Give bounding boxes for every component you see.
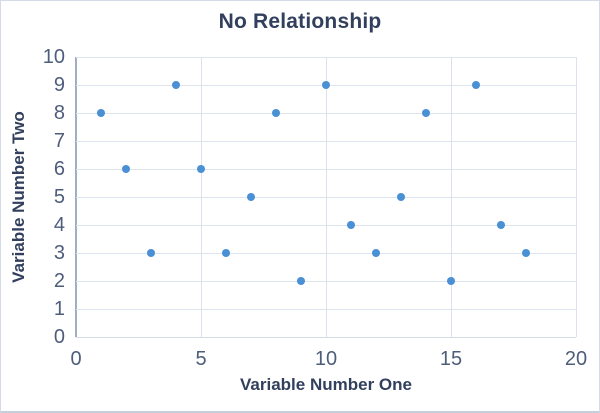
data-point bbox=[422, 109, 430, 117]
data-point bbox=[197, 165, 205, 173]
y-tick-label: 9 bbox=[53, 74, 65, 96]
y-tick-label: 4 bbox=[53, 214, 65, 236]
data-point bbox=[172, 81, 180, 89]
data-point bbox=[472, 81, 480, 89]
plot-area bbox=[75, 56, 577, 338]
data-point bbox=[222, 249, 230, 257]
y-tick-label: 2 bbox=[53, 270, 65, 292]
x-tick-label: 10 bbox=[314, 348, 338, 370]
y-tick-label: 7 bbox=[53, 130, 65, 152]
x-tick-label: 15 bbox=[439, 348, 463, 370]
data-point bbox=[397, 193, 405, 201]
chart-title: No Relationship bbox=[218, 10, 382, 33]
y-tick-label: 1 bbox=[53, 298, 65, 320]
x-tick-label: 20 bbox=[564, 348, 588, 370]
gridline-vertical bbox=[450, 57, 452, 337]
gridline-vertical bbox=[200, 57, 202, 337]
y-tick-label: 10 bbox=[42, 46, 65, 68]
x-axis-title: Variable Number One bbox=[240, 375, 412, 394]
y-tick-label: 0 bbox=[53, 326, 65, 348]
y-tick-label: 5 bbox=[53, 186, 65, 208]
data-point bbox=[497, 221, 505, 229]
data-point bbox=[147, 249, 155, 257]
data-point bbox=[347, 221, 355, 229]
data-point bbox=[122, 165, 130, 173]
data-point bbox=[297, 277, 305, 285]
x-tick-label: 0 bbox=[70, 348, 82, 370]
gridline-vertical bbox=[325, 57, 327, 337]
data-point bbox=[97, 109, 105, 117]
x-tick-label: 5 bbox=[195, 348, 207, 370]
x-axis-line bbox=[76, 337, 576, 338]
data-point bbox=[322, 81, 330, 89]
data-point bbox=[522, 249, 530, 257]
data-point bbox=[272, 109, 280, 117]
data-point bbox=[247, 193, 255, 201]
y-tick-label: 8 bbox=[53, 102, 65, 124]
gridline-vertical bbox=[575, 57, 577, 337]
y-tick-label: 3 bbox=[53, 242, 65, 264]
y-tick-label: 6 bbox=[53, 158, 65, 180]
data-point bbox=[372, 249, 380, 257]
data-point bbox=[447, 277, 455, 285]
